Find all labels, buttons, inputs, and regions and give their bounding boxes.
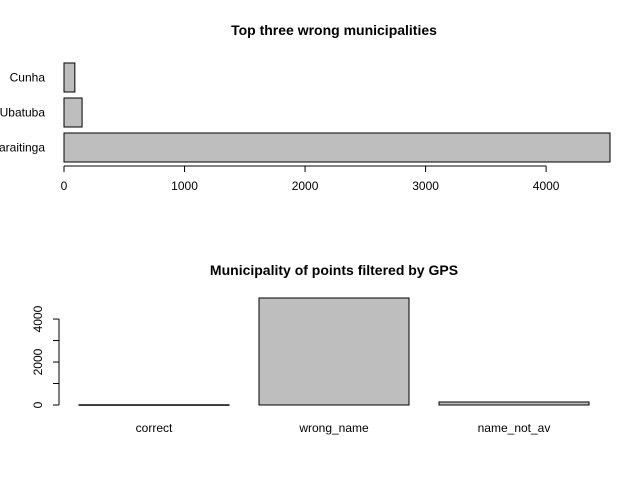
chart2-bars [78,297,590,406]
chart1-category-labels: Cunha Ubatuba São Luiz do Paraitinga [0,71,45,155]
chart1-category-label: São Luiz do Paraitinga [0,141,45,155]
chart2-category-label: correct [136,421,173,435]
chart2-tick-label: 0 [31,401,45,408]
chart1-tick-label: 1000 [171,179,198,193]
chart1-title: Top three wrong municipalities [231,22,437,38]
chart1-category-label: Cunha [10,71,46,85]
chart1-bars [63,62,611,163]
chart1-x-axis: 0 1000 2000 3000 4000 [61,165,560,193]
chart1-tick-label: 3000 [412,179,439,193]
chart2-bar-1 [258,297,410,406]
chart1-bar-0 [63,62,76,93]
horizontal-bar-chart: Top three wrong municipalities Cunha Ubat… [0,22,611,193]
chart1-bar-1 [63,97,83,128]
chart1-category-label: Ubatuba [0,106,45,120]
chart1-bar-2 [63,132,611,163]
chart1-tick-label: 4000 [533,179,560,193]
chart2-category-label: wrong_name [298,421,369,435]
chart2-tick-label: 4000 [31,305,45,332]
chart1-tick-label: 2000 [292,179,319,193]
chart2-bar-2 [438,401,590,406]
vertical-bar-chart: Municipality of points filtered by GPS c… [31,262,590,435]
chart2-tick-label: 2000 [31,348,45,375]
chart2-y-axis: 0 2000 4000 [31,305,60,408]
chart1-tick-label: 0 [61,179,68,193]
chart2-category-label: name_not_av [478,421,551,435]
chart2-title: Municipality of points filtered by GPS [210,262,458,278]
chart2-category-labels: correct wrong_name name_not_av [136,421,551,435]
chart2-bar-0 [78,404,230,406]
